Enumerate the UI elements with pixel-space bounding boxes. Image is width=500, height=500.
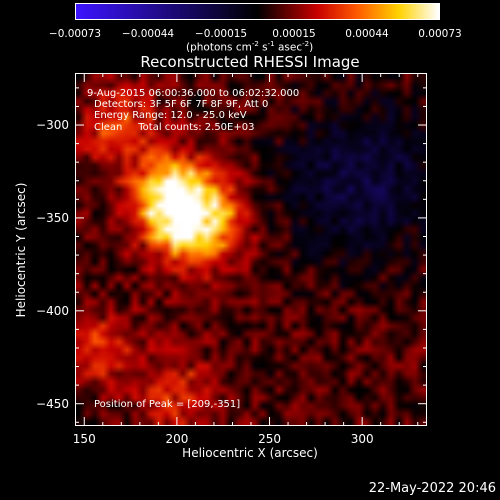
timestamp: 22-May-2022 20:46 xyxy=(368,481,496,496)
x-axis-label: Heliocentric X (arcsec) xyxy=(182,446,318,460)
annotation-detectors: Detectors: 3F 5F 6F 7F 8F 9F, Att 0 xyxy=(94,99,268,110)
colorbar-unit-label: (photons cm-2 s-1 asec-2) xyxy=(186,40,314,54)
colorbar-tick-label: 0.00015 xyxy=(272,28,316,40)
x-tick-label: 200 xyxy=(165,432,189,446)
x-tick-label: 150 xyxy=(72,432,96,446)
y-tick-label: −350 xyxy=(36,210,69,225)
y-tick-label: −300 xyxy=(36,118,69,133)
colorbar-tick-label: −0.00044 xyxy=(121,28,175,40)
colorbar-tick-label: 0.00044 xyxy=(345,28,389,40)
x-tick-label: 300 xyxy=(350,432,374,446)
colorbar-tick-label: 0.00073 xyxy=(418,28,462,40)
colorbar-tick-label: −0.00073 xyxy=(48,28,102,40)
y-axis-label: Heliocentric Y (arcsec) xyxy=(14,182,28,318)
chart-title: Reconstructed RHESSI Image xyxy=(140,53,360,71)
y-tick-label: −400 xyxy=(36,303,69,318)
axis-ticks xyxy=(75,73,427,426)
heatmap-image xyxy=(75,73,427,426)
plot-area: 9-Aug-2015 06:00:36.000 to 06:02:32.000 … xyxy=(75,73,427,426)
y-tick-label: −450 xyxy=(36,396,69,411)
colorbar-tick-label: −0.00015 xyxy=(194,28,248,40)
annotation-total-counts: Clean Total counts: 2.50E+03 xyxy=(94,122,254,133)
x-tick-label: 250 xyxy=(258,432,281,446)
annotation-energy-range: Energy Range: 12.0 - 25.0 keV xyxy=(94,110,247,121)
colorbar xyxy=(75,3,440,20)
annotation-peak-position: Position of Peak = [209,-351] xyxy=(94,399,240,410)
annotation-time-range: 9-Aug-2015 06:00:36.000 to 06:02:32.000 xyxy=(87,88,299,99)
